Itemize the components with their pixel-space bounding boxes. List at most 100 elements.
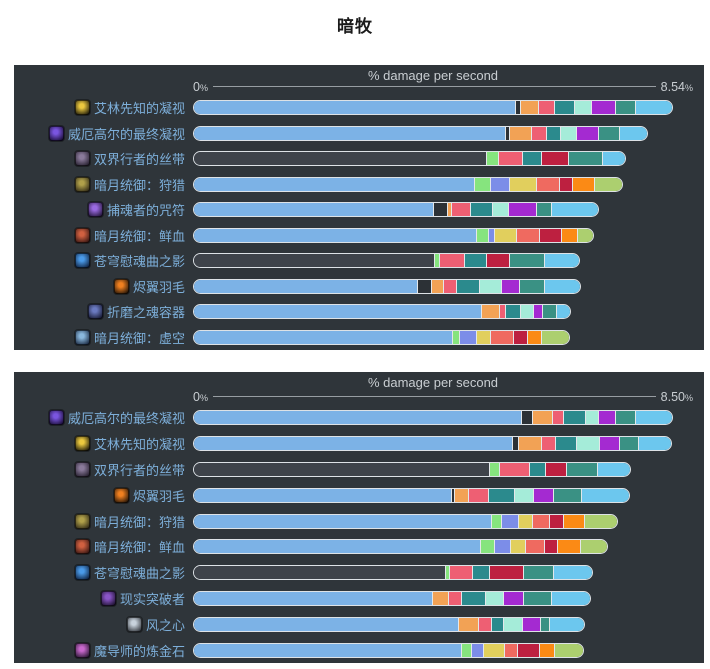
bar-track [193,616,693,632]
stacked-bar [193,539,608,555]
bar-segment-crimson [486,254,510,268]
chart-row: 风之心 [14,611,704,637]
bar-segment-teal [464,254,487,268]
axis-line [212,396,656,398]
bar-segment-purple [598,411,615,425]
item-name: 暗月统御：鲜血 [93,228,185,244]
chart-row: 艾林先知的凝视 [14,431,704,457]
soul-vessel-icon [87,304,103,320]
bar-segment-purple [591,101,616,115]
bar-segment-peri [493,540,511,554]
purple-eye-icon [48,125,64,141]
item-name: 苍穹慰魂曲之影 [93,566,185,582]
bar-track [193,642,693,658]
darkmoon-card-blood-icon [74,227,90,243]
bar-segment-teal [504,305,520,319]
item-name: 烬翼羽毛 [132,488,185,504]
bar-segment-purple [522,617,541,631]
bar-segment-green [489,462,500,476]
bar-segment-seagreen [567,152,603,166]
darkmoon-card-hunt-icon [74,513,90,529]
item-name: 苍穹慰魂曲之影 [93,254,185,270]
bar-segment-sky [551,591,591,605]
bar-segment-teal [469,203,492,217]
axis-min-label: 0% [193,390,208,404]
bar-segment-sep [505,126,510,140]
ember-feather-icon [113,487,129,503]
bar-segment-peri [490,177,509,191]
bar-segment-orange [517,437,542,451]
chart-row: 现实突破者 [14,586,704,612]
bar-segment-base [194,514,492,528]
bar-segment-sky [543,279,581,293]
bar-segment-purple [599,437,620,451]
bar-segment-base [194,437,513,451]
bar-segment-seagreen [536,203,551,217]
stacked-bar [193,616,585,632]
bar-segment-peri [488,228,494,242]
bar-segment-aqua [519,305,534,319]
bar-segment-sky [552,566,592,580]
bar-segment-green [433,254,439,268]
bar-segment-green [473,177,491,191]
bar-segment-base [194,203,433,217]
axis-line [212,86,656,88]
bar-segment-pink [498,152,523,166]
item-label: 艾林先知的凝视 [14,98,193,117]
page-title: 暗牧 [337,17,373,36]
bar-segment-purple [533,488,554,502]
bar-segment-seagreen [522,566,553,580]
bar-segment-seagreen [540,617,550,631]
item-label: 魔导师的炼金石 [14,641,193,660]
bar-segment-aqua [576,437,600,451]
bar-segment-crimson [540,152,568,166]
stacked-bar [193,151,626,167]
item-label: 威厄高尔的最终凝视 [14,408,193,427]
item-label: 烬翼羽毛 [14,277,193,296]
item-label: 暗月统御：鲜血 [14,537,193,556]
chart-row: 烬翼羽毛 [14,482,704,508]
darkmoon-card-void-icon [74,329,90,345]
bar-segment-base [194,305,482,319]
bar-segment-lgreen [584,514,618,528]
bar-segment-sep [432,203,447,217]
stacked-bar [193,642,585,658]
percent-sign: % [199,82,208,93]
bar-segment-crimson [488,566,523,580]
bar-segment-purple [501,279,520,293]
item-name: 双界行者的丝带 [93,462,185,478]
item-label: 双界行者的丝带 [14,149,193,168]
bar-track [193,487,693,503]
bar-track [193,151,693,167]
bar-segment-orange [458,617,479,631]
item-name: 威厄高尔的最终凝视 [67,411,185,427]
bar-segment-seagreen [541,305,557,319]
bar-segment-sep [515,101,520,115]
axis-max-label: 8.50% [661,390,693,404]
item-name: 烬翼羽毛 [132,279,185,295]
bar-segment-green [476,228,489,242]
bar-segment-sky [544,254,580,268]
item-label: 苍穹慰魂曲之影 [14,563,193,582]
chart-row: 暗月统御：狩猎 [14,508,704,534]
bar-segment-orange [481,305,500,319]
axis-title: % damage per second [367,375,499,390]
chart-header: % damage per second 0% 8.54% [193,65,693,95]
bar-segment-yellow [493,228,516,242]
bar-segment-sky [635,101,672,115]
bar-segment-orange [431,591,449,605]
item-label: 双界行者的丝带 [14,460,193,479]
bar-segment-pink [499,462,530,476]
bar-segment-crimson [538,228,561,242]
item-name: 暗月统御：狩猎 [93,514,185,530]
stacked-bar [193,487,630,503]
stacked-bar [193,202,600,218]
bar-segment-pink [442,279,456,293]
bar-segment-base [194,177,474,191]
bar-segment-orange2 [560,228,578,242]
bar-segment-orange [446,203,451,217]
bar-segment-sky [581,488,629,502]
bar-segment-aqua [573,101,592,115]
bar-segment-orange [532,411,552,425]
bar-track [193,304,693,320]
